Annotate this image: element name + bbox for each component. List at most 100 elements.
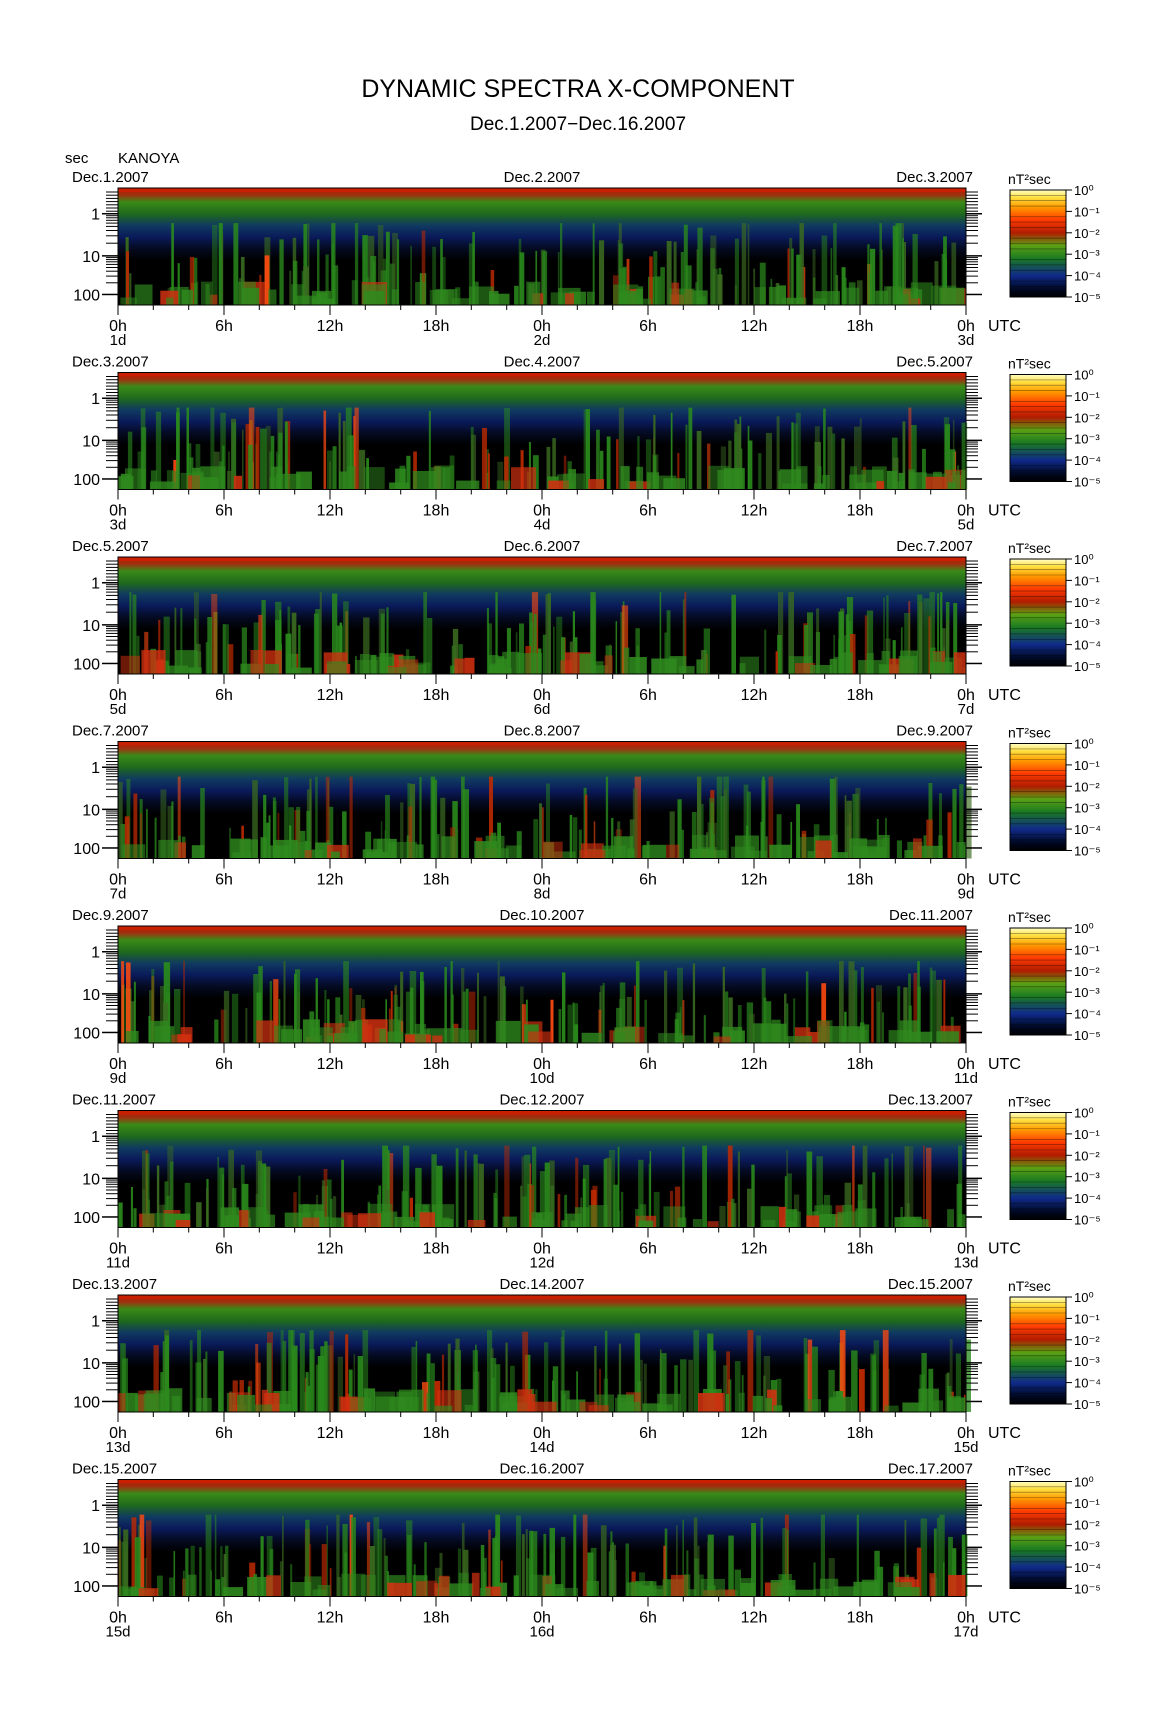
spectral-burst [205, 1514, 212, 1597]
low-frequency-band [530, 1574, 556, 1597]
low-frequency-band [666, 844, 680, 859]
spectral-burst [550, 999, 554, 1043]
spectral-burst [186, 443, 192, 490]
spectral-burst [637, 436, 640, 490]
spectral-burst [476, 1163, 480, 1228]
spectral-burst [151, 969, 155, 1043]
spectral-burst [747, 223, 750, 305]
x-tick-label: 6h [639, 503, 657, 520]
spectral-burst [140, 813, 142, 859]
spectral-burst [377, 1529, 383, 1597]
spectral-burst [377, 225, 384, 305]
spectral-burst [141, 427, 147, 490]
spectral-burst [723, 1365, 728, 1412]
low-frequency-band [670, 1574, 689, 1597]
spectral-burst [816, 1156, 823, 1228]
low-frequency-band [334, 1033, 358, 1043]
low-frequency-band [833, 656, 845, 674]
y-unit-label: sec [65, 150, 89, 167]
spectral-burst [751, 1523, 756, 1597]
spectral-burst [455, 287, 461, 305]
spectral-burst [253, 622, 259, 674]
high-frequency-edge [118, 926, 966, 930]
day-label-right: 17d [953, 1624, 978, 1641]
spectral-burst [828, 1369, 835, 1412]
spectral-burst [784, 1176, 787, 1228]
spectral-burst [787, 1173, 792, 1228]
x-tick-label: 12h [741, 1425, 768, 1442]
low-frequency-band [932, 651, 942, 674]
spectral-burst [543, 1533, 547, 1597]
y-tick-label: 10 [82, 802, 100, 819]
low-frequency-band [130, 1587, 145, 1597]
spectral-burst [494, 1364, 501, 1412]
spectral-burst [768, 776, 774, 859]
low-frequency-band [914, 289, 923, 305]
spectral-burst [535, 250, 538, 305]
spectral-burst [720, 796, 725, 859]
low-frequency-band [389, 838, 397, 859]
x-tick-label: 0h [533, 503, 551, 520]
spectral-burst [231, 418, 236, 490]
low-frequency-band [502, 1216, 517, 1228]
low-frequency-band [196, 1397, 212, 1412]
spectral-burst [926, 819, 933, 859]
spectral-burst [791, 248, 794, 305]
day-label-right: 7d [958, 701, 975, 718]
spectral-burst [763, 997, 767, 1043]
spectral-burst [275, 601, 282, 674]
x-tick-label: 12h [741, 1610, 768, 1627]
spectrum-panel: Dec.15.2007 Dec.16.2007 Dec.17.2007 1 10 100 0… [72, 1461, 1101, 1641]
spectral-burst [220, 1546, 223, 1597]
spectral-burst [126, 962, 131, 1043]
spectral-burst [599, 240, 605, 305]
low-frequency-band [495, 1020, 521, 1043]
spectral-burst [953, 603, 958, 674]
low-frequency-band [687, 1589, 696, 1597]
spectral-burst [133, 793, 138, 859]
low-frequency-band [149, 1020, 169, 1043]
spectral-burst [855, 787, 861, 859]
low-frequency-band [718, 1589, 736, 1597]
low-frequency-band [532, 1401, 557, 1412]
spectral-burst [493, 1192, 497, 1228]
spectral-burst [561, 637, 566, 674]
spectral-burst [326, 1525, 328, 1597]
low-frequency-band [528, 1031, 552, 1043]
panel-date-right: Dec.17.2007 [888, 1461, 973, 1478]
low-frequency-band [381, 1211, 398, 1228]
low-frequency-band [579, 653, 594, 674]
spectral-burst [210, 1570, 212, 1597]
low-frequency-band [247, 1577, 272, 1597]
low-frequency-band [636, 466, 644, 490]
spectral-burst [465, 988, 469, 1043]
spectral-burst [834, 776, 838, 859]
low-frequency-band [555, 1587, 578, 1597]
spectral-burst [578, 829, 582, 859]
spectral-burst [499, 976, 505, 1043]
utc-label: UTC [988, 1241, 1021, 1258]
low-frequency-band [392, 841, 418, 859]
spectral-burst [572, 817, 578, 859]
y-tick-label: 1 [91, 207, 100, 224]
spectral-burst [410, 987, 414, 1043]
panel-date-mid: Dec.2.2007 [504, 169, 581, 186]
spectral-burst [904, 613, 911, 674]
colorbar-tick-label: 10⁻² [1074, 779, 1100, 794]
spectral-burst [788, 592, 794, 674]
low-frequency-band [429, 289, 454, 305]
spectral-burst [514, 285, 519, 305]
spectral-burst [680, 1359, 687, 1412]
x-tick-label: 0h [109, 1610, 127, 1627]
x-tick-label: 0h [533, 872, 551, 889]
spectral-burst [331, 223, 336, 305]
spectral-burst [298, 625, 301, 674]
spectral-burst [940, 592, 943, 674]
spectral-burst [611, 817, 614, 859]
low-frequency-band [479, 1588, 491, 1597]
spectral-burst [503, 986, 507, 1043]
spectral-burst [521, 1196, 527, 1228]
spectral-burst [549, 1160, 555, 1228]
spectral-burst [408, 806, 413, 859]
utc-label: UTC [988, 318, 1021, 335]
